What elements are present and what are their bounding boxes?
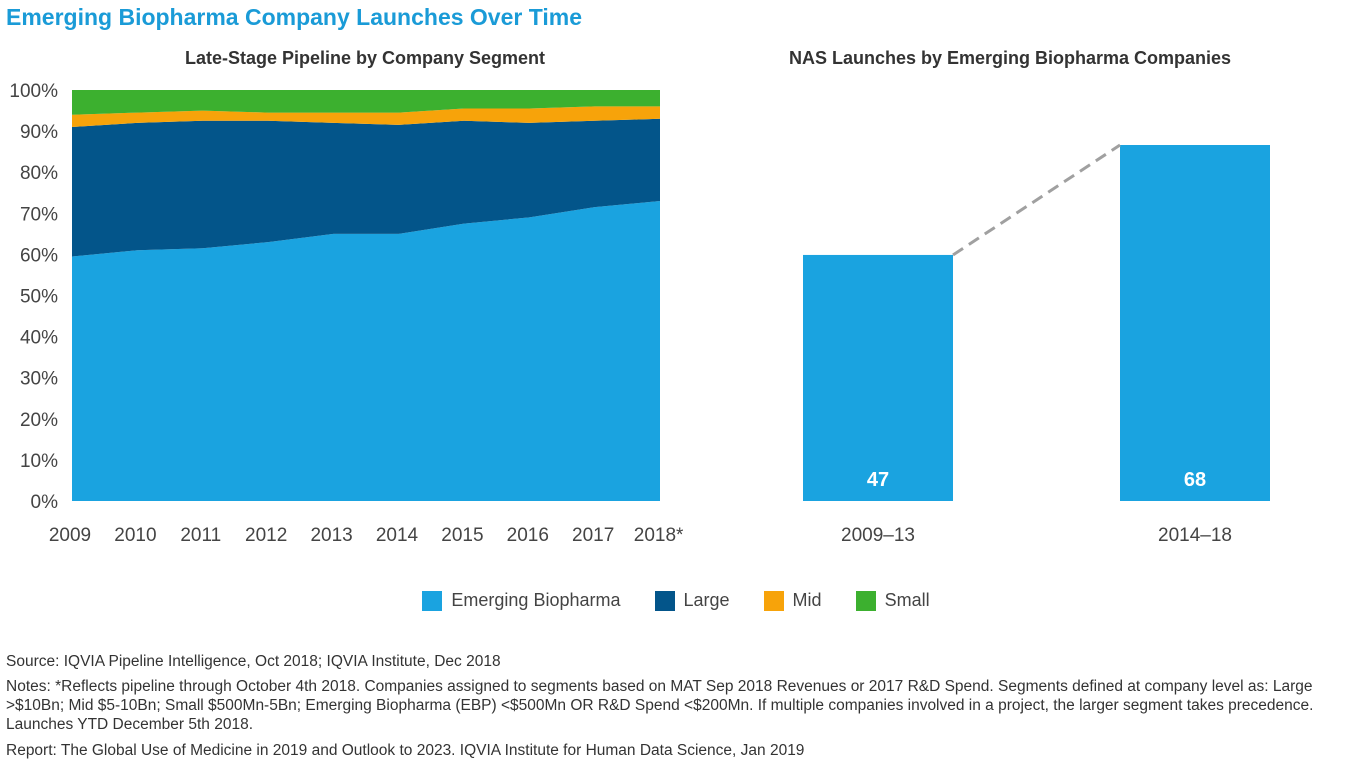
bar-connector-line — [952, 143, 1121, 257]
x-tick-label: 2014 — [376, 525, 419, 546]
y-tick-label: 90% — [20, 122, 58, 143]
report-note: Report: The Global Use of Medicine in 20… — [6, 742, 805, 759]
x-tick-label: 2009 — [49, 525, 91, 546]
y-tick-label: 70% — [20, 204, 58, 225]
legend-label: Large — [683, 590, 730, 610]
y-tick-label: 60% — [20, 245, 58, 266]
notes: Notes: *Reflects pipeline through Octobe… — [6, 678, 1314, 733]
y-tick-label: 100% — [9, 81, 58, 102]
legend-item-emerging-biopharma: Emerging Biopharma — [422, 590, 621, 611]
legend-label: Small — [884, 590, 930, 610]
area-chart-title: Late-Stage Pipeline by Company Segment — [184, 48, 546, 68]
area-series-small — [72, 90, 660, 115]
x-tick-label: 2012 — [245, 525, 287, 546]
bar-2014–18 — [1120, 145, 1270, 501]
area-series-emerging-biopharma — [72, 201, 660, 501]
legend-label: Mid — [792, 590, 822, 610]
bar-chart-title: NAS Launches by Emerging Biopharma Compa… — [788, 48, 1232, 68]
y-tick-label: 40% — [20, 328, 58, 349]
x-tick-label: 2010 — [114, 525, 156, 546]
legend-item-small: Small — [855, 590, 930, 611]
x-tick-label: 2016 — [507, 525, 549, 546]
source-note: Source: IQVIA Pipeline Intelligence, Oct… — [6, 653, 501, 670]
legend-item-large: Large — [654, 590, 730, 611]
bar-data-label: 47 — [867, 469, 889, 491]
legend-swatch — [422, 590, 443, 611]
x-tick-label: 2015 — [441, 525, 483, 546]
area-series-large — [72, 118, 660, 257]
x-tick-label: 2017 — [572, 525, 614, 546]
bar-data-label: 68 — [1184, 469, 1206, 491]
main-title: Emerging Biopharma Company Launches Over… — [6, 4, 582, 30]
legend-item-mid: Mid — [763, 590, 822, 611]
area-chart-x-axis: 2009 2010 2011 2012 2013 2014 2015 2016 2017 2018… — [49, 525, 684, 546]
x-tick-label: 2013 — [310, 525, 352, 546]
y-tick-label: 10% — [20, 451, 58, 472]
bar-category-label: 2009–13 — [841, 525, 915, 546]
y-tick-label: 80% — [20, 163, 58, 184]
charts-canvas: 0%10%20%30%40%50%60%70%80%90%100% 2009 20… — [9, 81, 1270, 546]
legend: Emerging Biopharma Large Mid Small — [0, 590, 1352, 611]
bar-2009–13 — [803, 254, 953, 501]
y-tick-label: 50% — [20, 287, 58, 308]
area-chart — [72, 90, 660, 501]
legend-swatch — [654, 590, 675, 611]
x-tick-label: 2011 — [180, 525, 221, 546]
area-series-mid — [72, 106, 660, 127]
bar-chart: 47 2009–13 68 2014–18 — [803, 143, 1270, 546]
y-tick-label: 0% — [31, 492, 59, 513]
legend-label: Emerging Biopharma — [451, 590, 621, 610]
y-tick-label: 20% — [20, 410, 58, 431]
y-tick-label: 30% — [20, 369, 58, 390]
bar-category-label: 2014–18 — [1158, 525, 1232, 546]
legend-swatch — [763, 590, 784, 611]
legend-swatch — [855, 590, 876, 611]
x-tick-label: 2018* — [634, 525, 684, 546]
area-chart-y-axis: 0% 10% 20% 30% 40% 50% 60% 70% 80% 90% 100% — [9, 81, 58, 513]
